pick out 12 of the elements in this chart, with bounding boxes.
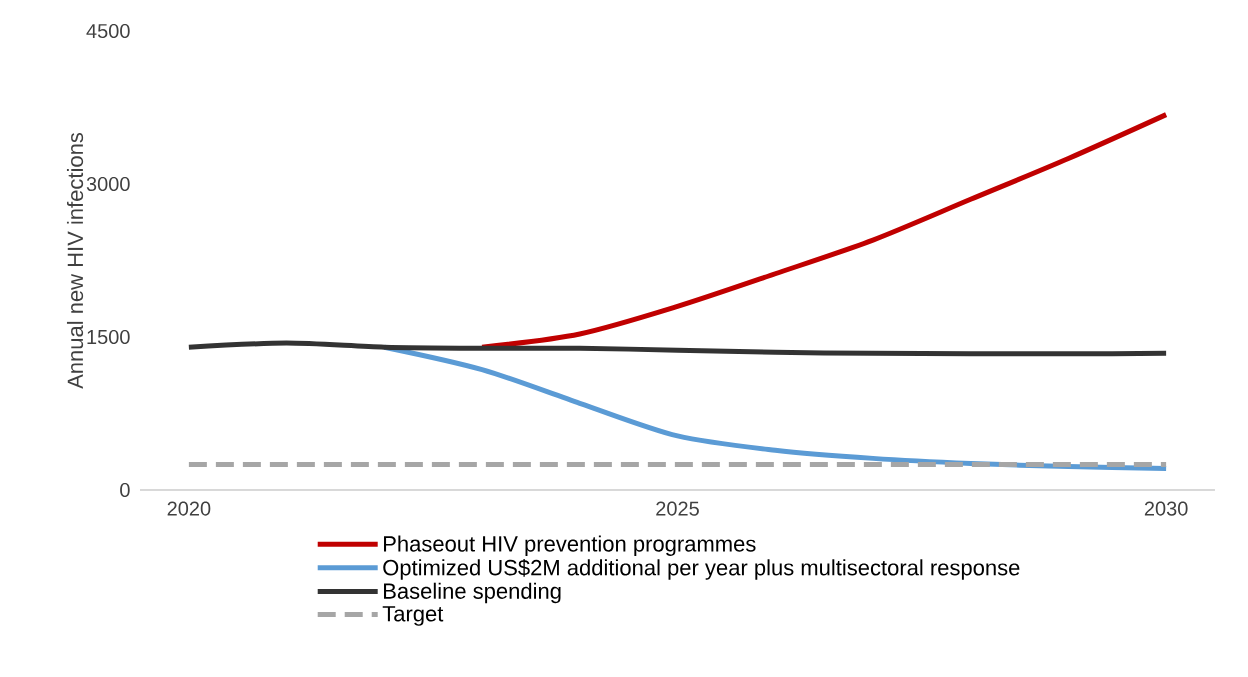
legend-label: Baseline spending <box>384 582 561 604</box>
x-tick-label: 2030 <box>1144 501 1188 516</box>
legend-label: Target <box>382 606 444 626</box>
y-tick-label: 4500 <box>86 23 130 39</box>
legend-label: Optimized US$2M additional per year plus multisectoral response <box>383 558 1020 580</box>
legend-label: Phaseout HIV prevention programmes <box>384 535 756 556</box>
y-tick-label: 0 <box>120 482 130 498</box>
y-tick-label: 1500 <box>87 329 130 345</box>
y-axis-title: Annual new HIV infections <box>66 132 84 389</box>
x-tick-label: 2020 <box>167 501 211 516</box>
y-tick-label: 3000 <box>86 176 130 192</box>
x-tick-label: 2025 <box>656 501 699 516</box>
